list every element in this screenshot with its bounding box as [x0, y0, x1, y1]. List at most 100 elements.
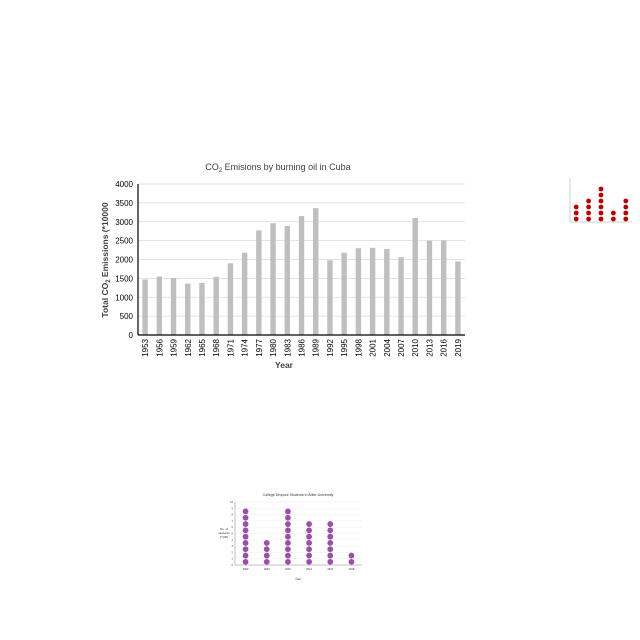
dropout-title: College Dropout Students in Adler Univer… — [263, 493, 334, 497]
dropout-dot — [242, 533, 249, 540]
y-axis-label: Total CO2 Emissions (*10000 — [100, 202, 112, 317]
dropout-y-tick: 3 — [232, 544, 234, 548]
dot-marker — [623, 204, 629, 210]
dropout-dot — [242, 527, 249, 534]
y-tick-label: 4000 — [115, 180, 133, 189]
dropout-x-tick: 2000 — [243, 567, 249, 571]
dropout-dot — [242, 558, 249, 565]
y-tick-label: 1000 — [115, 293, 133, 302]
dropout-dot — [327, 527, 334, 534]
x-tick-label: 1977 — [255, 338, 264, 356]
dropout-x-label: Year — [295, 577, 301, 581]
dropout-dot — [263, 540, 270, 546]
dropout-dot — [285, 540, 291, 546]
co2-chart-svg: CO2 Emisions by burning oil in Cuba Tota… — [100, 162, 465, 370]
bar — [270, 223, 276, 335]
x-tick-label: 1953 — [141, 338, 150, 356]
dot-marker — [586, 198, 591, 204]
dropout-dot — [242, 540, 249, 546]
dropout-dot — [242, 508, 249, 515]
dropout-x-tick: 2018 — [349, 567, 355, 571]
dot-marker — [573, 210, 579, 216]
x-axis-label: Year — [275, 360, 294, 370]
y-tick-label: 3000 — [115, 218, 133, 227]
dropout-dot — [306, 521, 312, 527]
mini-red-chart-svg — [569, 178, 632, 223]
dropout-x-tick: 2012 — [306, 567, 312, 571]
dot-marker — [573, 216, 579, 222]
bar — [327, 260, 333, 335]
x-tick-label: 2007 — [397, 338, 406, 356]
bar — [355, 248, 362, 335]
x-tick-label: 2013 — [425, 338, 434, 356]
x-tick-label: 2016 — [440, 338, 449, 356]
bar — [213, 276, 219, 335]
x-tick-label: 1995 — [340, 338, 349, 356]
dropout-y-tick: 5 — [232, 532, 234, 536]
dropout-dot — [327, 558, 334, 565]
y-tick-label: 0 — [129, 331, 134, 340]
mini-red-dot-chart — [562, 172, 634, 234]
dropout-y-tick: 9 — [232, 506, 234, 510]
dropout-dot — [306, 558, 312, 565]
dot-marker — [623, 198, 629, 204]
bar — [369, 247, 376, 335]
dropout-dot — [263, 558, 270, 565]
dropout-y-label-line: students — [218, 531, 230, 535]
x-tick-label: 1986 — [298, 338, 307, 356]
y-tick-label: 2500 — [115, 237, 133, 246]
dropout-dot — [306, 540, 312, 546]
x-tick-label: 1983 — [283, 338, 292, 356]
x-tick-label: 1962 — [184, 338, 193, 356]
dropout-dot — [285, 533, 291, 540]
dropout-dot — [285, 558, 291, 565]
x-tick-label: 2001 — [369, 338, 378, 356]
x-tick-label: 2004 — [383, 338, 392, 356]
dot-marker — [623, 216, 629, 222]
x-tick-label: 1998 — [354, 338, 363, 356]
dropout-y-tick: 0 — [232, 563, 234, 567]
bar — [185, 283, 191, 335]
dot-marker — [598, 198, 604, 204]
y-tick-label: 3500 — [115, 199, 133, 208]
x-tick-label: 1968 — [212, 338, 221, 356]
bar — [455, 261, 461, 335]
bar — [398, 257, 404, 335]
dropout-dot — [285, 521, 291, 527]
dot-marker — [586, 210, 591, 216]
dropout-dot — [242, 546, 249, 553]
dropout-dot — [348, 552, 355, 559]
x-tick-label: 1974 — [241, 338, 250, 356]
bar — [426, 240, 433, 335]
bar — [256, 230, 262, 335]
bar — [298, 216, 305, 335]
dot-marker — [598, 192, 604, 198]
bar — [142, 279, 148, 335]
dot-marker — [573, 204, 579, 210]
dropout-dot — [327, 533, 334, 540]
x-tick-label: 1956 — [155, 338, 164, 356]
dropout-dot — [263, 546, 270, 553]
x-tick-label: 1965 — [198, 338, 207, 356]
dropout-dot — [285, 508, 291, 515]
dropout-y-tick: 6 — [232, 525, 234, 529]
bar — [170, 277, 177, 335]
dropout-dot — [242, 521, 249, 527]
dropout-dot — [306, 527, 312, 534]
co2-bar-chart: CO2 Emisions by burning oil in Cuba Tota… — [95, 150, 475, 380]
bar — [156, 276, 163, 335]
bar — [284, 225, 290, 335]
x-tick-label: 2010 — [411, 338, 420, 356]
dropout-dot — [263, 552, 270, 559]
dropout-y-tick: 4 — [232, 538, 234, 542]
dropout-dot — [327, 552, 334, 559]
dropout-y-tick: 7 — [232, 519, 234, 523]
dot-marker — [586, 204, 591, 210]
dropout-dot — [327, 546, 334, 553]
dropout-y-label-line: No. of — [220, 527, 228, 531]
dropout-dot — [306, 546, 312, 553]
dot-marker — [623, 210, 629, 216]
dropout-dot — [285, 546, 291, 553]
dropout-dot — [285, 514, 291, 521]
dropout-y-label-line: (*100) — [220, 535, 228, 539]
